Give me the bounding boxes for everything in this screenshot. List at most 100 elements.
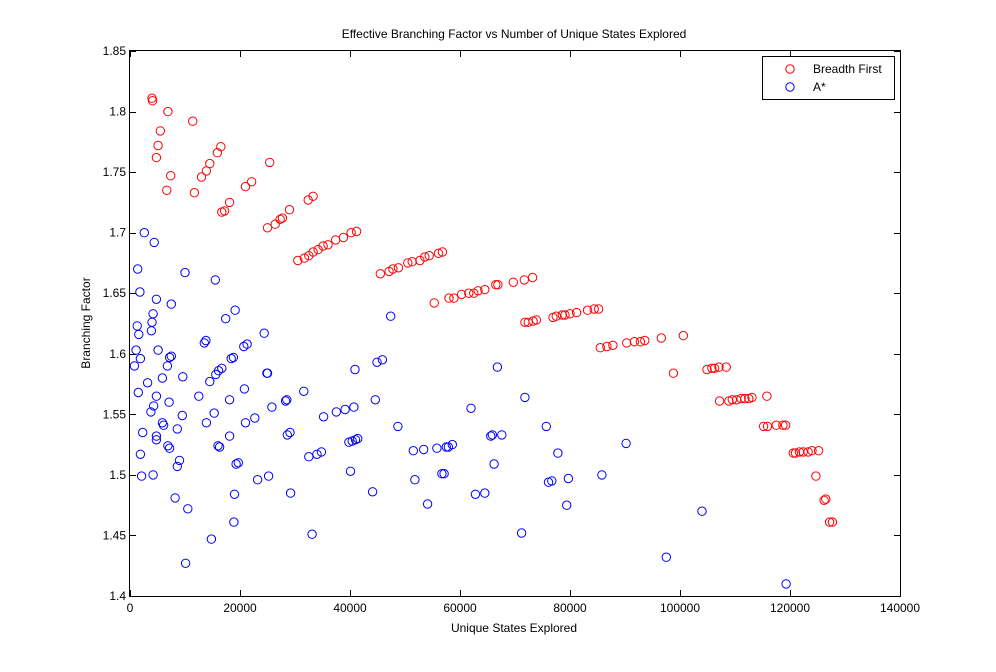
data-point bbox=[527, 272, 538, 283]
data-point bbox=[129, 361, 140, 371]
y-axis: 1.4 1.45 1.5 1.55 1.6 1.65 1.7 1.75 1.8 1.85 bbox=[103, 44, 900, 603]
y-tick-label: 1.65 bbox=[103, 286, 127, 300]
data-point bbox=[794, 447, 805, 457]
data-point bbox=[164, 352, 175, 363]
data-point bbox=[172, 461, 183, 472]
data-point bbox=[351, 226, 362, 237]
data-point bbox=[464, 288, 474, 298]
data-point bbox=[547, 476, 557, 486]
x-tick-label: 120000 bbox=[770, 601, 810, 615]
data-point bbox=[762, 391, 772, 401]
data-point bbox=[226, 353, 236, 364]
data-point bbox=[480, 488, 490, 498]
data-point bbox=[520, 392, 530, 403]
data-point bbox=[557, 310, 567, 320]
data-point bbox=[375, 269, 385, 279]
data-point bbox=[340, 404, 350, 415]
data-point bbox=[824, 517, 835, 527]
data-point bbox=[807, 446, 817, 456]
legend: Breadth First A* bbox=[762, 56, 895, 100]
data-point bbox=[201, 335, 211, 346]
data-point bbox=[721, 362, 731, 372]
data-point bbox=[487, 430, 498, 440]
data-point bbox=[213, 441, 223, 451]
data-point bbox=[469, 288, 479, 298]
data-point bbox=[135, 449, 146, 459]
data-point bbox=[188, 116, 198, 126]
data-point bbox=[393, 421, 403, 432]
chart-title: Effective Branching Factor vs Number of … bbox=[342, 27, 687, 41]
data-point bbox=[571, 307, 582, 318]
data-point bbox=[217, 207, 227, 217]
data-point bbox=[420, 252, 430, 262]
data-point bbox=[437, 247, 448, 257]
data-point bbox=[230, 305, 240, 315]
data-point bbox=[282, 430, 292, 440]
data-point bbox=[157, 373, 168, 383]
data-point bbox=[318, 241, 328, 251]
data-point bbox=[622, 338, 632, 348]
data-point bbox=[489, 459, 499, 469]
data-point bbox=[724, 396, 734, 406]
data-point bbox=[439, 469, 449, 479]
x-tick-label: 0 bbox=[127, 601, 134, 615]
data-point bbox=[714, 396, 725, 406]
data-point bbox=[331, 235, 341, 245]
data-point bbox=[163, 441, 173, 451]
data-point bbox=[589, 304, 599, 314]
data-point bbox=[229, 489, 240, 499]
data-point bbox=[827, 517, 838, 527]
data-point bbox=[798, 447, 808, 457]
data-point bbox=[714, 362, 724, 372]
data-point bbox=[158, 420, 169, 430]
data-point bbox=[410, 475, 420, 485]
data-point bbox=[224, 197, 235, 208]
data-point bbox=[183, 504, 193, 514]
data-series bbox=[129, 93, 838, 589]
data-point bbox=[702, 364, 712, 375]
data-point bbox=[217, 363, 227, 373]
data-point bbox=[470, 489, 481, 499]
data-point bbox=[422, 499, 433, 509]
data-point bbox=[813, 446, 824, 456]
data-point bbox=[419, 444, 429, 455]
data-point bbox=[480, 284, 490, 295]
data-point bbox=[303, 195, 313, 205]
data-point bbox=[432, 443, 442, 453]
data-point bbox=[541, 421, 551, 432]
data-point bbox=[146, 326, 157, 336]
data-point bbox=[162, 361, 173, 371]
data-point bbox=[164, 397, 174, 407]
data-point bbox=[139, 228, 150, 238]
data-point bbox=[519, 275, 529, 285]
data-point bbox=[153, 345, 163, 355]
data-point bbox=[553, 448, 563, 458]
x-axis: 0 20000 40000 60000 80000 100000 120000 140000 bbox=[127, 51, 920, 615]
series-a-star bbox=[129, 228, 791, 589]
data-point bbox=[778, 420, 788, 430]
data-point bbox=[135, 287, 145, 297]
data-point bbox=[466, 403, 476, 413]
data-point bbox=[155, 126, 166, 136]
data-point bbox=[180, 558, 191, 568]
y-tick-label: 1.45 bbox=[103, 528, 127, 542]
data-point bbox=[282, 395, 292, 405]
data-point bbox=[138, 427, 148, 438]
data-point bbox=[668, 368, 679, 378]
data-point bbox=[331, 407, 341, 417]
data-point bbox=[262, 368, 272, 378]
data-point bbox=[449, 293, 459, 303]
data-point bbox=[415, 255, 425, 266]
data-point bbox=[285, 488, 296, 498]
data-point bbox=[456, 289, 467, 300]
data-point bbox=[284, 205, 295, 215]
data-point bbox=[372, 357, 382, 367]
data-point bbox=[170, 493, 180, 503]
x-axis-label: Unique States Explored bbox=[451, 621, 577, 635]
data-point bbox=[209, 408, 219, 418]
data-point bbox=[602, 341, 612, 352]
data-point bbox=[345, 466, 356, 476]
data-point bbox=[221, 314, 231, 324]
data-point bbox=[709, 363, 720, 373]
